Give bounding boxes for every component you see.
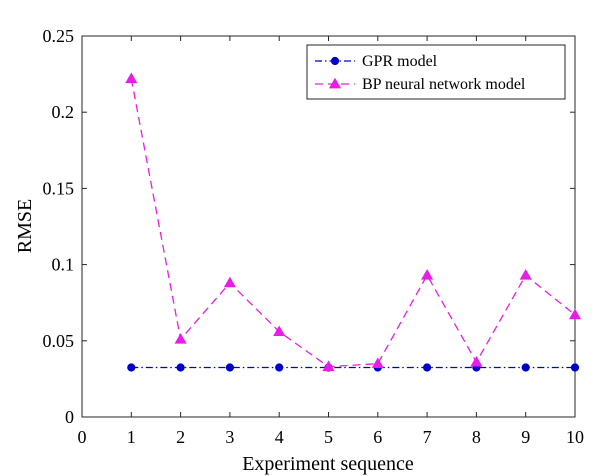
y-tick-label: 0 <box>65 407 74 427</box>
x-tick-label: 8 <box>472 427 481 447</box>
gpr-legend-label: GPR model <box>362 53 438 70</box>
x-tick-label: 2 <box>176 427 185 447</box>
x-tick-label: 3 <box>225 427 234 447</box>
bp-data-point <box>174 333 187 344</box>
gpr-data-point <box>570 363 580 372</box>
x-tick-label: 4 <box>275 427 284 447</box>
gpr-data-point <box>521 363 530 372</box>
x-tick-label: 7 <box>423 427 432 447</box>
bp-data-point <box>273 325 286 337</box>
bp-data-point <box>322 360 335 372</box>
x-tick-label: 9 <box>521 427 530 447</box>
gpr-data-point <box>225 363 234 372</box>
gpr-data-point <box>423 363 432 372</box>
bp-data-point <box>421 269 434 280</box>
bp-series-line <box>130 78 576 368</box>
x-axis-label: Experiment sequence <box>242 453 414 475</box>
x-tick-label: 0 <box>78 427 87 447</box>
gpr-data-point <box>176 363 185 372</box>
y-tick-label: 0.25 <box>43 26 75 46</box>
bp-legend-label: BP neural network model <box>362 76 526 93</box>
y-tick-label: 0.2 <box>52 102 75 122</box>
bp-data-point <box>568 308 582 320</box>
y-tick-label: 0.1 <box>52 255 75 275</box>
bp-data-point <box>470 355 483 367</box>
x-tick-label: 10 <box>566 427 584 447</box>
bp-data-point <box>371 357 384 369</box>
legend-box <box>306 44 566 100</box>
gpr-data-point <box>275 363 284 372</box>
bp-legend-marker <box>328 77 342 89</box>
y-axis-label: RMSE <box>14 199 36 253</box>
y-tick-label: 0.05 <box>43 331 75 351</box>
bp-data-point <box>223 276 236 288</box>
x-tick-label: 1 <box>127 427 136 447</box>
gpr-legend-marker <box>330 56 340 66</box>
x-tick-label: 5 <box>324 427 333 447</box>
bp-data-point <box>125 72 138 84</box>
x-tick-label: 6 <box>373 427 382 447</box>
y-tick-label: 0.15 <box>43 178 75 198</box>
gpr-data-point <box>127 363 136 372</box>
bp-data-point <box>519 269 532 280</box>
